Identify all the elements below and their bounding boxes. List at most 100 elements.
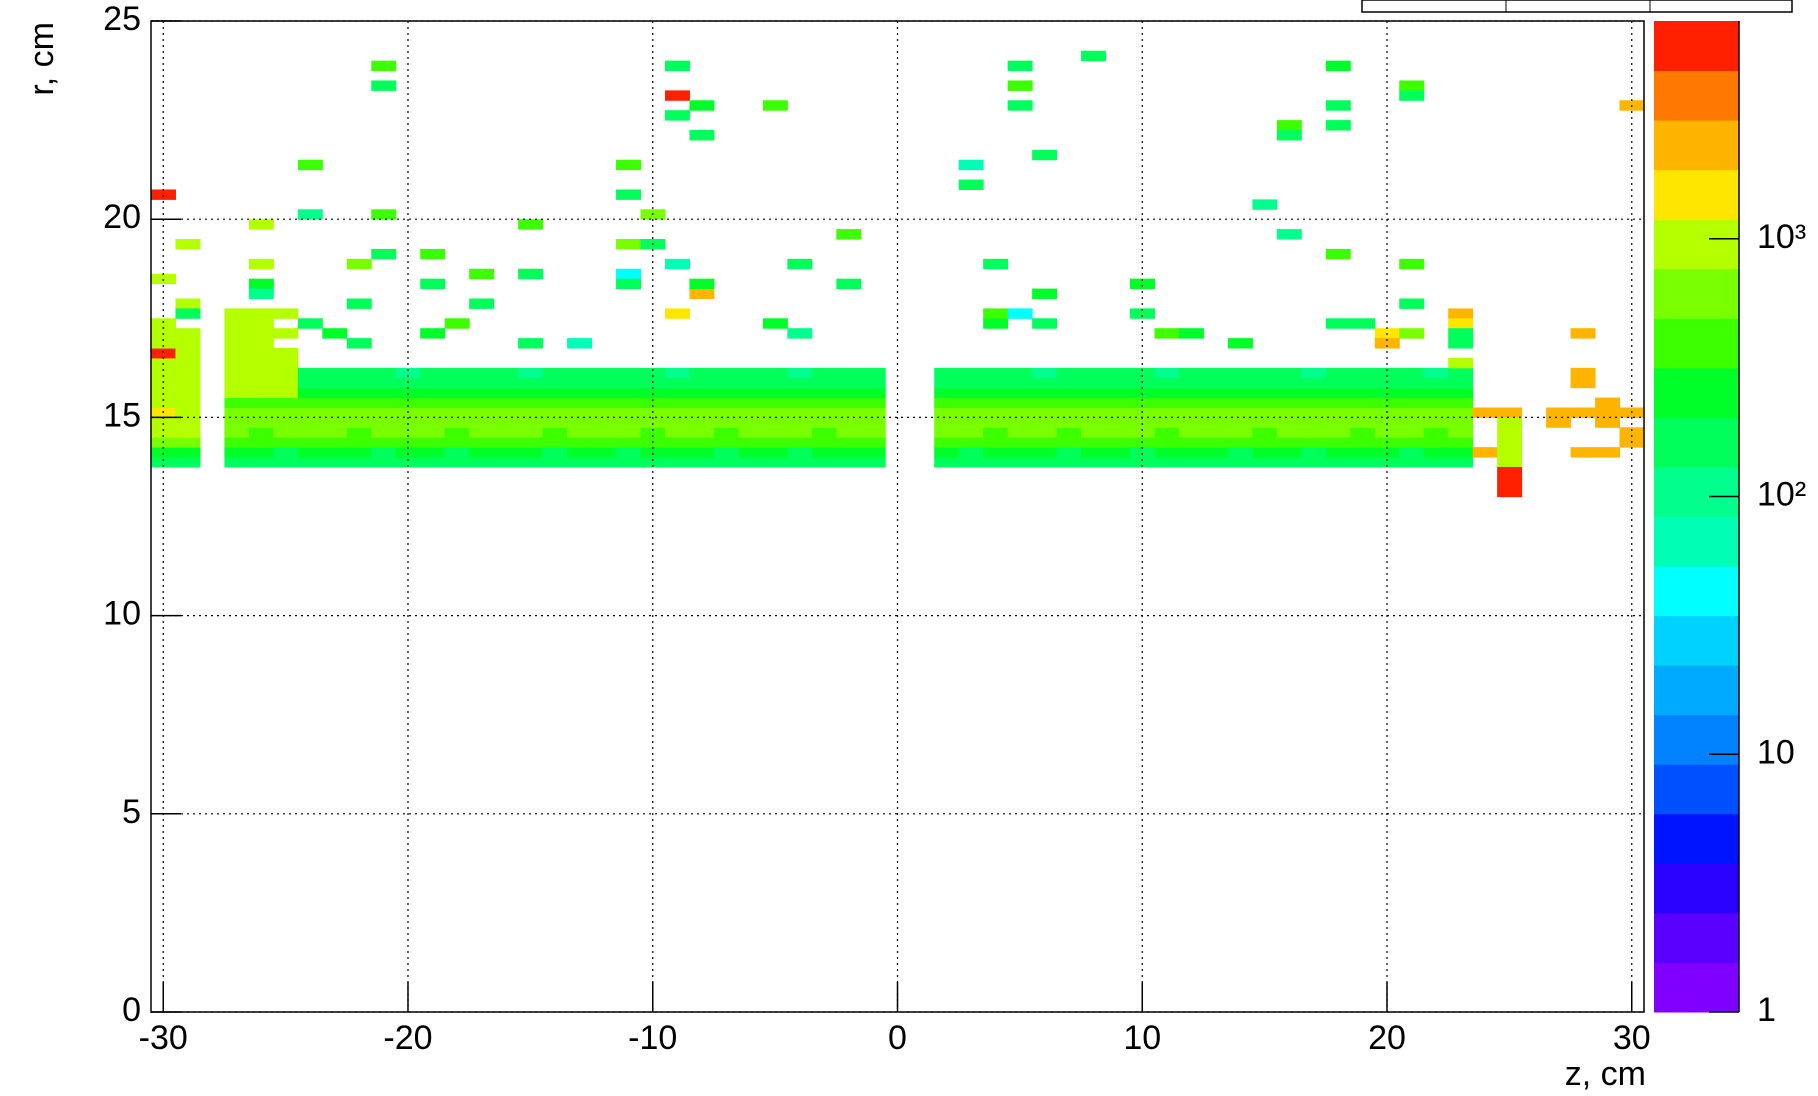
heat-cell — [1081, 407, 1107, 418]
heat-cell — [1032, 288, 1058, 299]
colorbar-swatch — [1654, 21, 1739, 72]
heat-cell — [1374, 397, 1400, 408]
heat-cell — [664, 387, 690, 399]
heat-cell — [542, 417, 568, 428]
heat-cell — [151, 348, 176, 359]
heat-cell — [224, 407, 250, 418]
heat-cell — [567, 397, 593, 408]
heat-cell — [811, 407, 837, 418]
heat-cell — [469, 268, 495, 280]
heat-cell — [836, 407, 862, 418]
colorbar-swatch — [1654, 268, 1739, 319]
heat-cell — [1130, 447, 1155, 458]
heat-cell — [1399, 457, 1425, 468]
heat-cell — [273, 437, 299, 448]
heat-cell — [983, 377, 1009, 389]
heat-cell — [1178, 437, 1204, 448]
z-tick-label: 10³ — [1757, 218, 1806, 256]
heat-cell — [1154, 328, 1180, 339]
y-tick-label: 5 — [122, 793, 141, 831]
heat-cell — [1130, 397, 1155, 408]
heat-cell — [640, 457, 666, 468]
heat-cell — [346, 387, 372, 399]
heat-cell — [518, 437, 544, 448]
colorbar-swatch — [1654, 813, 1739, 864]
heat-cell — [1105, 377, 1131, 389]
heat-cell — [860, 367, 886, 379]
heat-cell — [787, 328, 813, 339]
heat-cell — [958, 179, 984, 190]
heat-cell — [738, 447, 764, 458]
heat-cell — [640, 447, 666, 458]
heat-cell — [1350, 447, 1376, 458]
heat-cell — [958, 457, 984, 468]
heat-cell — [273, 457, 299, 468]
heat-cell — [1497, 417, 1523, 428]
heat-cell — [151, 367, 176, 379]
heat-cell — [1203, 447, 1229, 458]
heat-cell — [224, 397, 250, 408]
heat-cell — [664, 308, 690, 319]
heat-cell — [1350, 397, 1376, 408]
heat-cell — [444, 377, 470, 389]
heat-cell — [616, 397, 642, 408]
heat-cell — [983, 397, 1009, 408]
heat-cell — [1154, 407, 1180, 418]
heat-cell — [469, 367, 495, 379]
heat-cell — [1081, 457, 1107, 468]
heat-cell — [616, 387, 642, 399]
heat-cell — [248, 377, 274, 389]
heat-cell — [1350, 318, 1376, 329]
heat-cell — [346, 397, 372, 408]
heat-cell — [493, 387, 519, 399]
heat-cell — [273, 447, 299, 458]
heat-cell — [175, 298, 201, 309]
heat-cell — [713, 397, 739, 408]
heat-cell — [297, 377, 323, 389]
heat-cell — [346, 457, 372, 468]
heat-cell — [836, 377, 862, 389]
heat-cell — [1007, 308, 1033, 319]
heat-cell — [151, 273, 176, 285]
heat-cell — [1154, 377, 1180, 389]
heat-cell — [1007, 427, 1033, 438]
heat-cell — [664, 437, 690, 448]
heat-cell — [493, 407, 519, 418]
heat-cell — [493, 397, 519, 408]
heat-cell — [1081, 437, 1107, 448]
heat-cell — [420, 437, 446, 448]
heat-cell — [1276, 417, 1302, 428]
heat-cell — [1399, 367, 1425, 379]
heat-cell — [420, 457, 446, 468]
heat-cell — [1399, 417, 1425, 428]
heat-cell — [713, 417, 739, 428]
heat-cell — [1399, 328, 1425, 339]
heat-cell — [1325, 417, 1351, 428]
heat-cell — [322, 437, 348, 448]
colorbar-swatch — [1654, 615, 1739, 666]
heat-cell — [1325, 407, 1351, 418]
z-tick-label: 1 — [1757, 991, 1776, 1029]
heat-cell — [713, 387, 739, 399]
heat-cell — [1154, 437, 1180, 448]
heat-cell — [297, 437, 323, 448]
heat-cell — [1276, 457, 1302, 468]
colorbar-swatch — [1654, 566, 1739, 617]
heat-cell — [1619, 427, 1645, 438]
heat-cell — [713, 377, 739, 389]
heat-cell — [248, 437, 274, 448]
heat-cell — [371, 447, 397, 458]
heat-cell — [273, 397, 299, 408]
heat-cell — [151, 338, 176, 349]
heat-cell — [469, 437, 495, 448]
heat-cell — [1301, 397, 1327, 408]
heat-cell — [1399, 447, 1425, 458]
heat-cell — [713, 457, 739, 468]
heat-cell — [616, 427, 642, 438]
heat-cell — [860, 447, 886, 458]
heat-cell — [469, 417, 495, 428]
heat-cell — [1252, 437, 1278, 448]
heat-cell — [1301, 417, 1327, 428]
heat-cell — [1497, 447, 1523, 458]
heat-cell — [297, 159, 323, 171]
